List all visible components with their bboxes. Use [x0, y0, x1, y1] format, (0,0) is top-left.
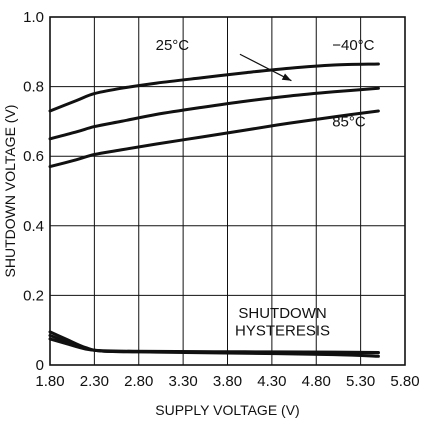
label-hysteresis: HYSTERESIS: [235, 322, 330, 339]
label-minus40c: −40°C: [332, 37, 374, 54]
grid: [50, 17, 405, 365]
x-tick-label: 4.80: [302, 373, 331, 390]
annotation-arrow-25c: [239, 53, 292, 82]
y-tick-label: 0: [36, 357, 44, 374]
y-tick-labels: 0 0.2 0.4 0.6 0.8 1.0: [23, 9, 44, 374]
x-tick-label: 3.80: [213, 373, 242, 390]
x-tick-label: 1.80: [35, 373, 64, 390]
x-tick-label: 4.30: [257, 373, 286, 390]
label-shutdown: SHUTDOWN: [238, 305, 326, 322]
x-tick-label: 2.80: [124, 373, 153, 390]
series-line-5: [48, 337, 380, 354]
x-tick-label: 3.30: [169, 373, 198, 390]
x-tick-labels: 1.80 2.30 2.80 3.30 3.80 4.30 4.80 5.30 5.80: [35, 373, 419, 390]
x-tick-label: 5.30: [346, 373, 375, 390]
y-tick-label: 0.8: [23, 79, 44, 96]
y-tick-label: 1.0: [23, 9, 44, 26]
plot-frame: [49, 16, 406, 366]
series-line-0: [48, 62, 380, 113]
y-tick-label: 0.2: [23, 287, 44, 304]
x-axis-title: SUPPLY VOLTAGE (V): [155, 402, 299, 418]
y-tick-label: 0.4: [23, 218, 44, 235]
x-tick-label: 5.80: [390, 373, 419, 390]
series-line-1: [48, 86, 380, 141]
label-85c: 85°C: [332, 114, 366, 131]
x-tick-label: 2.30: [80, 373, 109, 390]
series-group: [48, 62, 380, 358]
label-25c: 25°C: [156, 37, 190, 54]
annotation-arrowhead-25c: [281, 73, 292, 81]
y-tick-label: 0.6: [23, 148, 44, 165]
y-axis-title: SHUTDOWN VOLTAGE (V): [2, 105, 18, 278]
series-line-2: [48, 109, 380, 169]
